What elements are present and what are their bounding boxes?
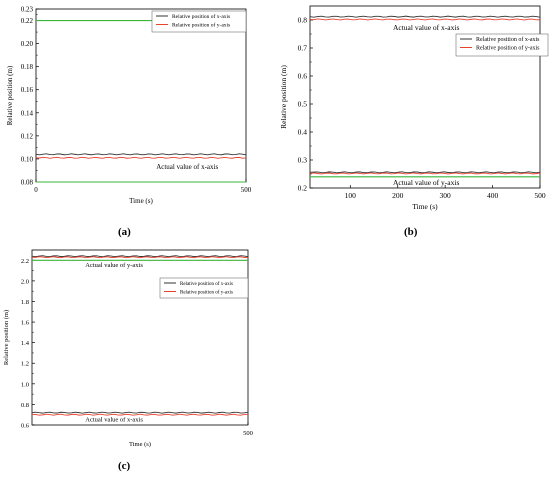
series-line	[35, 153, 247, 156]
y-tick-label: 0.8	[21, 402, 29, 409]
annotation-label: Actual value of y-axis	[85, 262, 143, 269]
x-tick-label: 100	[345, 191, 357, 200]
y-tick-label: 0.14	[21, 109, 34, 117]
series-line	[309, 18, 541, 21]
legend-label: Relative position of y-axis	[180, 291, 233, 296]
legend-label: Relative position of x-axis	[476, 36, 540, 43]
x-tick-label: 200	[392, 191, 404, 200]
chart-b-svg: 0.2 0.3 0.4 0.5 0.6 0.7 0.8 100 200 300 400 500 Time…	[279, 5, 549, 211]
panel-label-c-text: (c)	[118, 460, 131, 472]
y-tick-label: 0.7	[298, 44, 308, 53]
panel-label-c: (c)	[118, 460, 130, 472]
annotation-label: Actual value of x-axis	[156, 163, 218, 171]
legend-label: Relative position of x-axis	[172, 13, 230, 20]
x-tick-label: 500	[243, 430, 253, 437]
series-line	[309, 172, 541, 175]
plot-frame	[31, 249, 249, 426]
panel-label-b: (b)	[404, 226, 417, 238]
panel-label-a: (a)	[118, 226, 131, 238]
panel-label-b-text: (b)	[404, 226, 418, 238]
annotation-label: Actual value of x-axis	[85, 416, 143, 423]
x-axis-label: Time (s)	[129, 441, 151, 448]
legend-label: Relative position of x-axis	[180, 282, 233, 287]
y-tick-label: 0.6	[298, 72, 308, 81]
series-line	[31, 255, 249, 258]
series-line	[31, 411, 249, 414]
series-line	[31, 256, 249, 259]
y-tick-label: 0.20	[21, 40, 34, 48]
y-tick-label: 0.16	[21, 86, 34, 94]
series-line	[309, 15, 541, 18]
legend-box	[159, 277, 249, 299]
y-tick-label: 1.8	[21, 299, 29, 306]
x-tick-label: 500	[241, 186, 252, 194]
y-tick-label: 0.08	[21, 179, 34, 187]
y-tick-label: 0.5	[298, 100, 308, 109]
x-axis-label: Time (s)	[412, 202, 438, 211]
chart-a-svg: 0.08 0.10 0.12 0.14 0.16 0.18 0.20 0.22 0.23 0 500…	[6, 6, 252, 206]
series-line	[35, 156, 247, 159]
legend-label: Relative position of y-axis	[476, 45, 540, 52]
y-tick-label: 1.2	[21, 361, 29, 368]
y-tick-label: 0.6	[21, 423, 30, 430]
legend-box	[151, 10, 247, 33]
annotation-label: Actual value of y-axis	[393, 178, 460, 187]
chart-panel-b: 0.2 0.3 0.4 0.5 0.6 0.7 0.8 100 200 300 400 500 Time…	[270, 0, 550, 220]
x-tick-label: 0	[34, 186, 38, 194]
y-tick-label: 0.10	[21, 155, 34, 163]
legend-label: Relative position of y-axis	[172, 22, 230, 29]
y-tick-label: 2.2	[21, 258, 29, 265]
y-tick-label: 0.2	[298, 184, 308, 193]
chart-panel-c: 0.6 0.8 1.0 1.2 1.4 1.6 1.8 2.0 2.2 500 Time (s) Re…	[0, 245, 260, 455]
chart-panel-a: 0.08 0.10 0.12 0.14 0.16 0.18 0.20 0.22 0.23 0 500…	[0, 0, 260, 215]
y-tick-label: 0.12	[21, 132, 34, 140]
series-line	[31, 413, 249, 416]
y-tick-label: 1.6	[21, 320, 30, 327]
chart-c-svg: 0.6 0.8 1.0 1.2 1.4 1.6 1.8 2.0 2.2 500 Time (s) Re…	[3, 249, 253, 448]
y-tick-label: 0.18	[21, 63, 34, 71]
y-axis-label: Relative position (m)	[279, 65, 288, 129]
y-tick-label: 1.0	[21, 381, 29, 388]
y-axis-label: Relative position (m)	[6, 65, 14, 125]
x-tick-label: 500	[534, 191, 546, 200]
x-tick-label: 300	[440, 191, 452, 200]
legend-box	[455, 33, 549, 57]
plot-frame	[309, 5, 541, 189]
y-tick-label: 0.8	[298, 16, 308, 25]
x-axis-label: Time (s)	[129, 197, 153, 205]
plot-frame	[35, 8, 247, 183]
y-tick-label: 0.3	[298, 156, 308, 165]
y-tick-label: 1.4	[21, 340, 30, 347]
series-line	[309, 171, 541, 174]
annotation-label: Actual value of x-axis	[393, 23, 460, 32]
y-tick-label: 0.22	[21, 17, 34, 25]
y-tick-label: 2.0	[21, 278, 29, 285]
x-tick-label: 400	[487, 191, 499, 200]
y-tick-label: 0.4	[298, 128, 308, 137]
y-tick-label: 0.23	[21, 6, 34, 14]
panel-label-a-text: (a)	[118, 226, 131, 238]
y-axis-label: Relative position (m)	[3, 310, 10, 365]
